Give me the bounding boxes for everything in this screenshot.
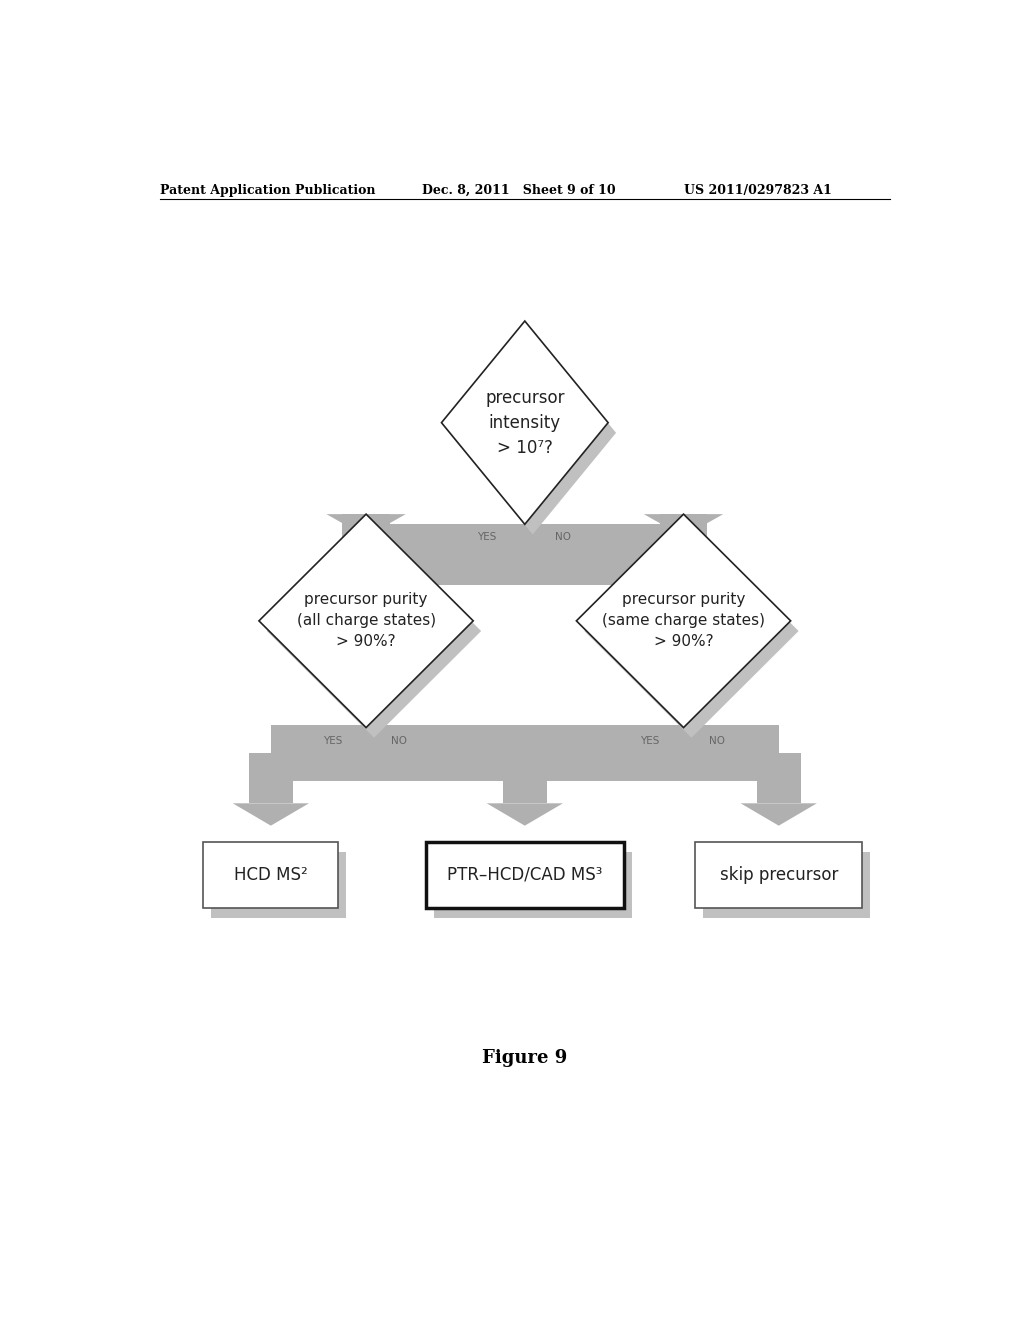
Text: HCD MS²: HCD MS²	[233, 866, 308, 884]
Polygon shape	[441, 321, 608, 524]
Polygon shape	[577, 515, 791, 727]
Text: Figure 9: Figure 9	[482, 1049, 567, 1067]
Text: YES: YES	[323, 735, 342, 746]
Text: Patent Application Publication: Patent Application Publication	[160, 183, 375, 197]
Text: NO: NO	[391, 735, 408, 746]
Polygon shape	[585, 524, 799, 738]
Polygon shape	[344, 727, 388, 752]
Polygon shape	[270, 725, 778, 781]
Polygon shape	[249, 752, 293, 804]
Polygon shape	[644, 515, 723, 536]
Text: NO: NO	[709, 735, 725, 746]
Text: US 2011/0297823 A1: US 2011/0297823 A1	[684, 183, 831, 197]
Text: Dec. 8, 2011   Sheet 9 of 10: Dec. 8, 2011 Sheet 9 of 10	[422, 183, 615, 197]
Polygon shape	[757, 752, 801, 804]
Polygon shape	[662, 727, 706, 752]
Text: YES: YES	[477, 532, 497, 543]
Text: precursor
intensity
> 10⁷?: precursor intensity > 10⁷?	[485, 388, 564, 457]
Polygon shape	[659, 515, 708, 554]
FancyBboxPatch shape	[211, 853, 346, 919]
Polygon shape	[259, 515, 473, 727]
Text: skip precursor: skip precursor	[720, 866, 838, 884]
Polygon shape	[503, 752, 547, 804]
FancyBboxPatch shape	[695, 842, 862, 908]
Text: NO: NO	[555, 532, 571, 543]
Text: YES: YES	[640, 735, 659, 746]
Text: PTR–HCD/CAD MS³: PTR–HCD/CAD MS³	[447, 866, 602, 884]
Polygon shape	[501, 524, 549, 554]
Text: precursor purity
(all charge states)
> 90%?: precursor purity (all charge states) > 9…	[297, 593, 435, 649]
Polygon shape	[327, 515, 406, 536]
Polygon shape	[267, 524, 481, 738]
FancyBboxPatch shape	[703, 853, 870, 919]
FancyBboxPatch shape	[433, 853, 632, 919]
Text: precursor purity
(same charge states)
> 90%?: precursor purity (same charge states) > …	[602, 593, 765, 649]
Polygon shape	[486, 804, 563, 826]
FancyBboxPatch shape	[426, 842, 624, 908]
Polygon shape	[740, 804, 817, 826]
Polygon shape	[232, 804, 309, 826]
FancyBboxPatch shape	[204, 842, 338, 908]
Polygon shape	[342, 515, 390, 554]
Polygon shape	[450, 331, 616, 535]
Polygon shape	[367, 524, 684, 585]
